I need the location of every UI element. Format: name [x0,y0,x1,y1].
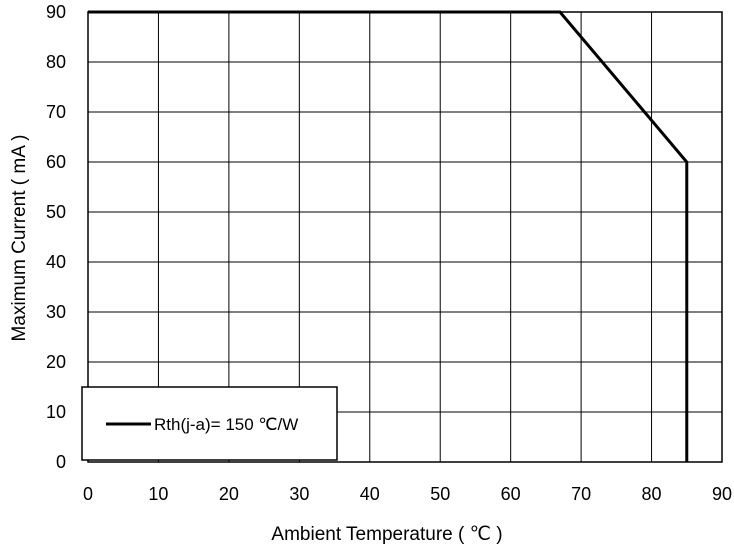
x-tick-label: 80 [642,484,662,504]
x-tick-label: 90 [712,484,732,504]
series-group [88,10,689,462]
x-tick-label: 20 [219,484,239,504]
x-tick-label: 10 [148,484,168,504]
grid [88,12,722,462]
x-tick-label: 60 [501,484,521,504]
y-tick-label: 30 [46,302,66,322]
x-tick-label: 50 [430,484,450,504]
x-tick-label: 30 [289,484,309,504]
y-tick-label: 90 [46,2,66,22]
y-tick-label: 20 [46,352,66,372]
x-tick-label: 70 [571,484,591,504]
y-tick-label: 40 [46,252,66,272]
y-axis-title: Maximum Current ( mA ) [9,135,30,342]
y-tick-label: 50 [46,202,66,222]
y-tick-label: 70 [46,102,66,122]
legend: Rth(j-a)= 150 ℃/W [81,386,338,461]
x-tick-label: 40 [360,484,380,504]
y-tick-label: 0 [56,452,66,472]
x-tick-label: 0 [83,484,93,504]
x-axis-title: Ambient Temperature ( ℃ ) [271,524,502,545]
legend-label: Rth(j-a)= 150 ℃/W [154,415,298,434]
y-axis-ticks: 0 10 20 30 40 50 60 70 80 90 [46,2,66,472]
y-tick-label: 60 [46,152,66,172]
series-line-0 [88,10,689,462]
y-tick-label: 80 [46,52,66,72]
y-tick-label: 10 [46,402,66,422]
x-axis-ticks: 0 10 20 30 40 50 60 70 80 90 [83,484,732,504]
